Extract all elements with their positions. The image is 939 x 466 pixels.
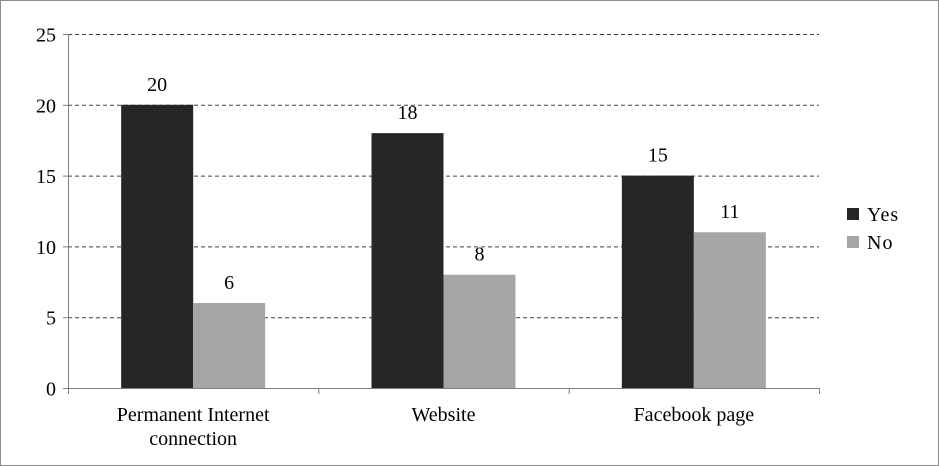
y-tick-label: 20 [36, 95, 56, 117]
data-label: 18 [398, 102, 418, 124]
bar-no-1 [443, 274, 516, 388]
bar-no-0 [193, 303, 266, 388]
legend-swatch-no [847, 236, 859, 248]
bars [121, 104, 766, 389]
bar-yes-1 [371, 133, 444, 388]
data-label: 20 [147, 74, 167, 96]
bar-no-2 [693, 232, 766, 388]
legend-label-no: No [867, 232, 893, 254]
data-labels: 20 6 18 8 15 11 [147, 74, 739, 294]
x-category-label: Facebook page [634, 404, 755, 426]
bar-yes-0 [121, 104, 194, 389]
legend: Yes No [847, 204, 899, 254]
data-label: 6 [224, 272, 234, 294]
data-label: 11 [720, 201, 739, 223]
y-tick-label: 5 [46, 308, 56, 330]
bar-yes-2 [621, 175, 694, 388]
y-tick-label: 0 [46, 379, 56, 401]
x-category-label: connection [149, 428, 237, 450]
data-label: 8 [475, 244, 485, 266]
y-tick-label: 25 [36, 25, 56, 47]
y-tick-label: 15 [36, 166, 56, 188]
x-category-label: Website [412, 404, 476, 426]
legend-label-yes: Yes [867, 204, 899, 226]
y-tick-label: 10 [36, 237, 56, 259]
x-category-label: Permanent Internet [117, 404, 270, 426]
axes [63, 34, 820, 394]
data-label: 15 [648, 145, 668, 167]
legend-swatch-yes [847, 208, 859, 220]
